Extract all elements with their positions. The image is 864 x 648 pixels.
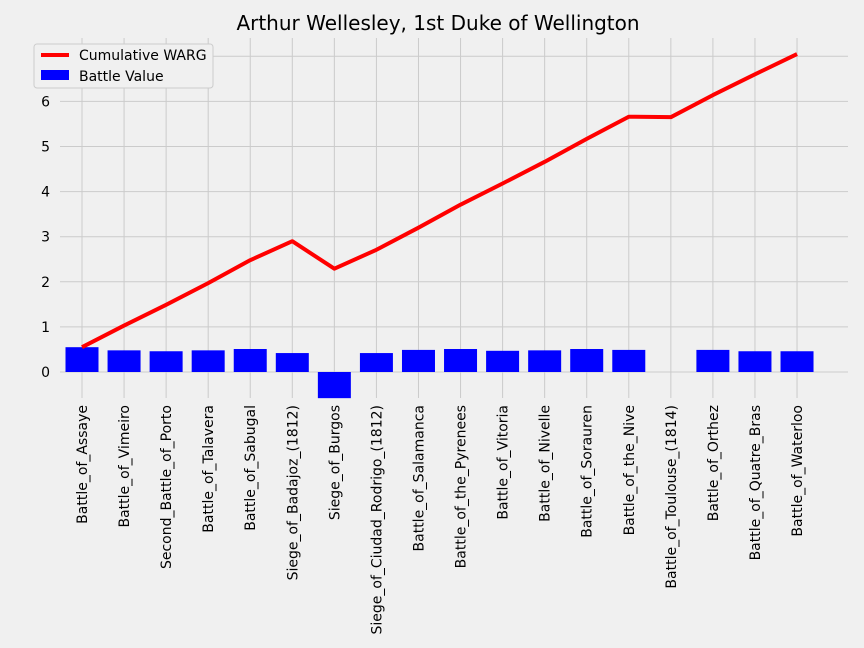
bar-Battle_of_Vimeiro <box>107 350 141 372</box>
legend-label-battle-value: Battle Value <box>79 69 164 85</box>
x-tick-label: Battle_of_Assaye <box>75 405 91 524</box>
y-tick-label: 2 <box>41 275 50 291</box>
line-series <box>81 52 798 349</box>
x-tick-labels: Battle_of_Assaye Battle_of_Vimeiro Second_… <box>75 405 806 634</box>
bar-Battle_of_Waterloo <box>780 351 814 372</box>
bar-Battle_of_Assaye <box>65 347 99 372</box>
bar-Battle_of_Sorauren <box>570 348 604 372</box>
x-tick-label: Battle_of_Nivelle <box>538 405 554 522</box>
x-tick-label: Battle_of_Quatre_Bras <box>748 405 764 560</box>
x-tick-label: Battle_of_Sorauren <box>580 405 596 538</box>
x-tick-label: Battle_of_Sabugal <box>243 405 259 531</box>
x-tick-label: Battle_of_Vimeiro <box>117 405 133 527</box>
y-tick-label: 5 <box>41 140 50 156</box>
y-tick-label: 0 <box>41 365 50 381</box>
plot-area <box>60 38 848 398</box>
legend-label-cumulative-warg: Cumulative WARG <box>79 48 207 64</box>
y-tick-label: 1 <box>41 320 50 336</box>
x-tick-label: Battle_of_Toulouse_(1814) <box>664 405 680 589</box>
x-tick-label: Second_Battle_of_Porto <box>159 405 175 569</box>
x-tick-label: Battle_of_the_Pyrenees <box>454 405 470 568</box>
bar-Battle_of_Quatre_Bras <box>738 351 772 372</box>
chart-title: Arthur Wellesley, 1st Duke of Wellington <box>236 11 639 35</box>
legend-bar-swatch <box>41 70 69 80</box>
bar-Battle_of_Orthez <box>696 349 730 372</box>
x-tick-label: Siege_of_Burgos <box>327 405 343 520</box>
y-tick-label: 6 <box>41 94 50 110</box>
bar-Battle_of_Salamanca <box>401 349 435 372</box>
y-tick-label: 3 <box>41 230 50 246</box>
bar-Battle_of_Sabugal <box>233 348 267 372</box>
bar-Battle_of_the_Pyrenees <box>444 348 478 372</box>
x-tick-label: Battle_of_Salamanca <box>411 405 427 551</box>
cumulative-warg-line <box>81 52 798 349</box>
bar-Battle_of_Talavera <box>191 350 225 372</box>
bar-Siege_of_Ciudad_Rodrigo_(1812) <box>359 353 393 372</box>
bar-Siege_of_Badajoz_(1812) <box>275 353 309 372</box>
x-tick-label: Battle_of_Vitoria <box>496 405 512 520</box>
bar-Second_Battle_of_Porto <box>149 351 183 372</box>
x-tick-label: Battle_of_Orthez <box>706 405 722 521</box>
x-tick-label: Battle_of_Talavera <box>201 405 217 533</box>
y-tick-label: 4 <box>41 185 50 201</box>
x-tick-label: Battle_of_Waterloo <box>790 405 806 537</box>
legend: Cumulative WARG Battle Value <box>33 43 214 89</box>
bar-series <box>65 347 814 399</box>
bar-Battle_of_Nivelle <box>528 350 562 372</box>
x-tick-label: Siege_of_Badajoz_(1812) <box>285 405 301 580</box>
x-tick-label: Siege_of_Ciudad_Rodrigo_(1812) <box>369 405 385 634</box>
bar-Battle_of_the_Nive <box>612 349 646 372</box>
grid <box>60 38 848 398</box>
legend-box <box>33 43 214 89</box>
y-tick-labels: 01234567 <box>41 49 50 381</box>
x-tick-label: Battle_of_the_Nive <box>622 405 638 535</box>
bar-Battle_of_Vitoria <box>486 350 520 372</box>
bar-Siege_of_Burgos <box>317 372 351 399</box>
